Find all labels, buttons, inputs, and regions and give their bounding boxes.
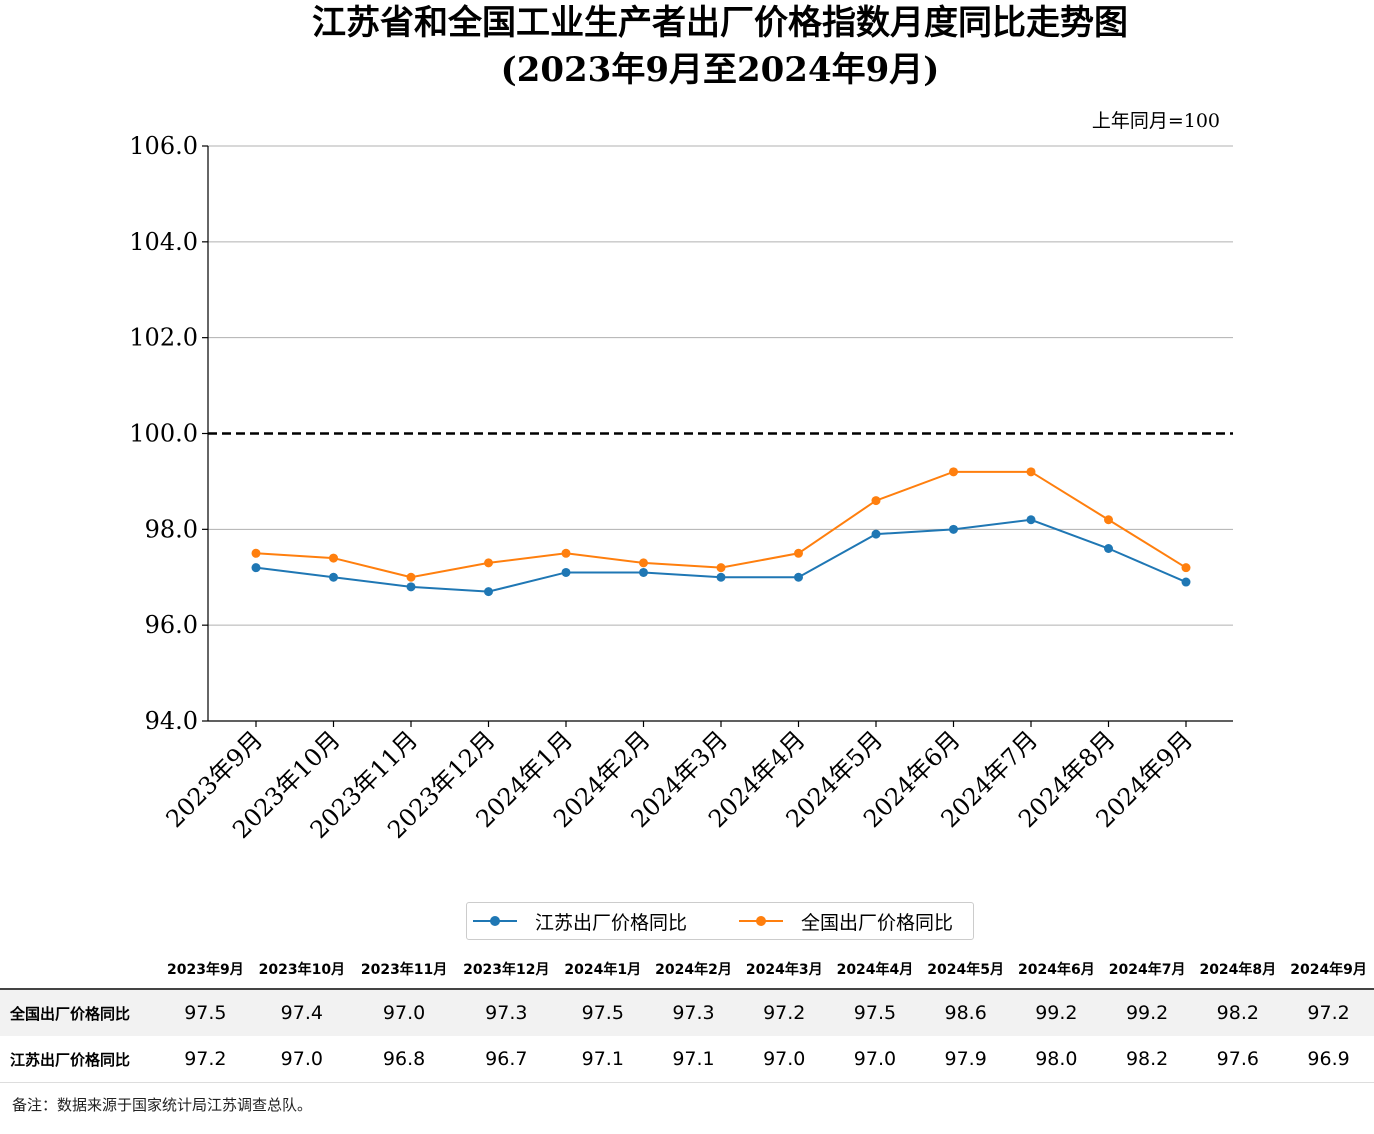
footnote: 备注：数据来源于国家统计局江苏调查总队。: [12, 1096, 313, 1114]
table-cell: 97.2: [1283, 989, 1374, 1036]
legend-swatch-national: [739, 914, 783, 928]
table-cell: 97.2: [738, 989, 830, 1036]
table-cell: 97.9: [920, 1036, 1012, 1083]
table-cell: 96.7: [455, 1036, 558, 1083]
table-cell: 97.3: [648, 989, 739, 1036]
y-tick-label: 98.0: [145, 515, 198, 543]
series-0-point: [949, 524, 958, 534]
table-cell: 97.5: [557, 989, 649, 1036]
series-0-point: [484, 587, 493, 597]
series-1-point: [1181, 563, 1191, 573]
table-cell: 97.4: [250, 989, 353, 1036]
chart-legend: 江苏出厂价格同比 全国出厂价格同比: [466, 902, 974, 940]
table-header-cell: 2024年1月: [557, 950, 649, 990]
chart-subtitle: (2023年9月至2024年9月): [500, 50, 940, 90]
series-1-point: [406, 572, 416, 582]
series-0-point: [1104, 544, 1113, 553]
legend-label-national: 全国出厂价格同比: [801, 911, 954, 934]
series-1-point: [871, 496, 881, 506]
table-header-cell: 2023年10月: [250, 950, 353, 990]
table-cell: 97.5: [829, 989, 921, 1036]
y-tick-label: 106.0: [129, 132, 198, 160]
line-chart: 94.096.098.0100.0102.0104.0106.02023年9月2…: [129, 132, 1233, 844]
table-header-cell: 2024年4月: [829, 950, 921, 990]
table-cell: 97.1: [648, 1036, 739, 1083]
table-cell: 96.8: [352, 1036, 456, 1083]
series-0-point: [1026, 515, 1036, 525]
y-tick-label: 104.0: [129, 228, 198, 256]
y-tick-label: 102.0: [129, 324, 198, 352]
table-header-cell: 2023年11月: [352, 950, 456, 990]
y-tick-label: 100.0: [129, 420, 198, 448]
table-cell: 98.2: [1101, 1036, 1193, 1083]
table-header-cell: 2024年3月: [738, 950, 830, 990]
series-0-point: [561, 567, 571, 577]
table-header-cell: 2024年7月: [1101, 950, 1193, 990]
y-tick-label: 94.0: [145, 707, 198, 735]
legend-item-jiangsu: 江苏出厂价格同比: [473, 903, 687, 939]
table-row-label: 江苏出厂价格同比: [0, 1036, 160, 1083]
table-header-cell: 2024年9月: [1283, 950, 1374, 990]
table-cell: 97.0: [352, 989, 456, 1036]
table-cell: 96.9: [1283, 1036, 1374, 1083]
table-header-cell: 2024年8月: [1192, 950, 1284, 990]
table-cell: 97.0: [250, 1036, 353, 1083]
table-row-jiangsu: 江苏出厂价格同比 97.2 97.0 96.8 96.7 97.1 97.1 9…: [0, 1036, 1374, 1083]
table-cell: 98.2: [1192, 989, 1284, 1036]
table-header-row: 2023年9月 2023年10月 2023年11月 2023年12月 2024年…: [0, 950, 1374, 990]
table-cell: 98.0: [1011, 1036, 1102, 1083]
table-cell: 97.0: [738, 1036, 830, 1083]
unit-note: 上年同月=100: [1091, 110, 1220, 132]
table-cell: 99.2: [1101, 989, 1193, 1036]
series-0-point: [329, 572, 338, 582]
table-cell: 97.3: [455, 989, 558, 1036]
y-tick-label: 96.0: [145, 611, 198, 639]
series-1-point: [639, 558, 648, 568]
series-1-point: [329, 553, 338, 563]
series-0-point: [406, 582, 416, 592]
table-row-label: 全国出厂价格同比: [0, 989, 160, 1036]
table-corner-cell: [0, 950, 160, 990]
table-cell: 97.0: [829, 1036, 921, 1083]
table-cell: 97.2: [160, 1036, 251, 1083]
series-1-point: [716, 563, 726, 573]
chart-title: 江苏省和全国工业生产者出厂价格指数月度同比走势图: [312, 3, 1128, 43]
table-header-cell: 2024年6月: [1011, 950, 1102, 990]
series-0-point: [716, 572, 726, 582]
table-header-cell: 2023年12月: [455, 950, 558, 990]
legend-label-jiangsu: 江苏出厂价格同比: [535, 911, 688, 934]
table-cell: 97.5: [160, 989, 251, 1036]
series-0-point: [794, 572, 803, 582]
series-1-point: [561, 548, 571, 558]
series-0-point: [639, 567, 648, 577]
legend-swatch-jiangsu: [473, 914, 517, 928]
series-0-point: [871, 529, 881, 539]
series-1-point: [251, 548, 261, 558]
table-cell: 97.6: [1192, 1036, 1284, 1083]
table-header-cell: 2024年2月: [648, 950, 739, 990]
series-1-point: [484, 558, 493, 568]
series-1-point: [1026, 467, 1036, 477]
table-row-national: 全国出厂价格同比 97.5 97.4 97.0 97.3 97.5 97.3 9…: [0, 989, 1374, 1036]
series-1-point: [1104, 515, 1113, 525]
series-0-point: [251, 563, 261, 573]
table-cell: 98.6: [920, 989, 1012, 1036]
table-cell: 97.1: [557, 1036, 649, 1083]
series-1-point: [794, 548, 803, 558]
legend-item-national: 全国出厂价格同比: [739, 903, 953, 939]
series-1-point: [949, 467, 958, 477]
data-table: 2023年9月 2023年10月 2023年11月 2023年12月 2024年…: [0, 950, 1374, 1083]
table-cell: 99.2: [1011, 989, 1102, 1036]
table-header-cell: 2024年5月: [920, 950, 1012, 990]
table-header-cell: 2023年9月: [160, 950, 251, 990]
series-0-point: [1181, 577, 1191, 587]
